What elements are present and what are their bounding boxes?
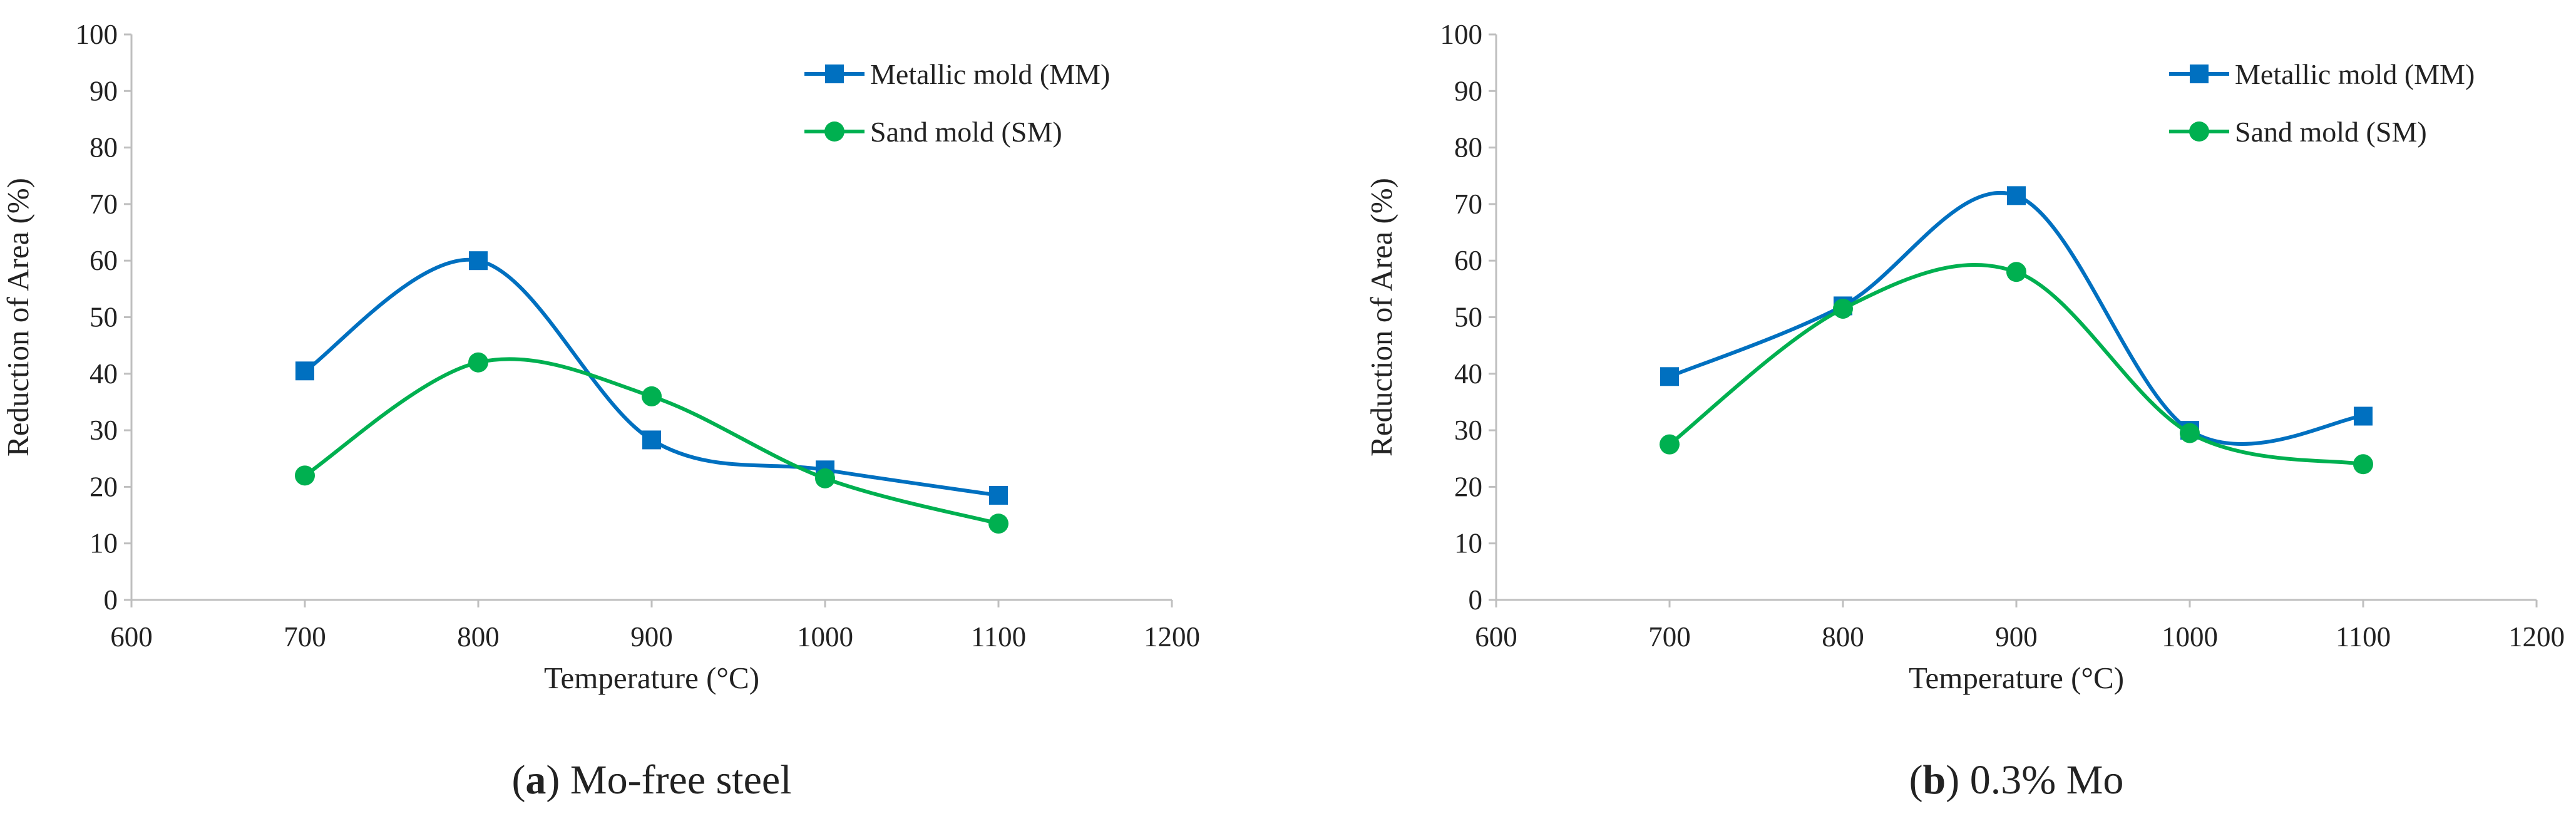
y-tick-label: 20 (90, 471, 118, 502)
x-tick-label: 900 (1995, 621, 2038, 653)
y-tick-label: 30 (1454, 415, 1482, 446)
y-tick-label: 60 (1454, 245, 1482, 276)
y-tick-label: 80 (90, 132, 118, 163)
legend-label: Metallic mold (MM) (2235, 58, 2475, 90)
series-line-sand-mold (1668, 263, 2365, 467)
x-tick-label: 600 (110, 621, 153, 653)
caption-text-part: ( (511, 757, 525, 803)
y-tick-label: 80 (1454, 132, 1482, 163)
legend-entry-metallic-mold: Metallic mold (MM) (2169, 58, 2475, 90)
x-tick-label: 1200 (2508, 621, 2565, 653)
y-tick-label: 40 (1454, 358, 1482, 390)
y-tick-label: 40 (90, 358, 118, 390)
x-tick-label: 1100 (2336, 621, 2391, 653)
caption-text-part: ( (1909, 757, 1923, 803)
y-tick-label: 100 (1440, 19, 1483, 50)
legend-label: Metallic mold (MM) (870, 58, 1110, 90)
y-axis-title: Reduction of Area (%) (1364, 178, 1398, 457)
legend-circle-marker (2189, 121, 2209, 142)
legend-entry-sand-mold: Sand mold (SM) (2169, 116, 2427, 148)
panel-caption: (a) Mo-free steel (511, 757, 791, 803)
y-tick-label: 90 (1454, 75, 1482, 106)
legend-entry-metallic-mold: Metallic mold (MM) (804, 58, 1110, 90)
legend-circle-marker (824, 121, 844, 142)
legend-square-marker (2190, 65, 2209, 83)
data-point-metallic-mold (2007, 186, 2026, 205)
data-point-metallic-mold (642, 430, 661, 450)
x-tick-label: 800 (457, 621, 500, 653)
y-tick-label: 70 (1454, 188, 1482, 220)
y-tick-label: 60 (90, 245, 118, 276)
x-tick-label: 1000 (797, 621, 853, 653)
data-point-sand-mold (2180, 423, 2200, 443)
legend-label: Sand mold (SM) (870, 116, 1062, 148)
y-tick-label: 50 (1454, 302, 1482, 333)
y-tick-label: 20 (1454, 471, 1482, 502)
caption-text-part: 0.3% Mo (1959, 757, 2123, 803)
y-tick-label: 0 (104, 584, 118, 616)
data-point-sand-mold (642, 386, 662, 406)
series-line-metallic-mold (1668, 190, 2365, 446)
data-point-sand-mold (988, 514, 1008, 534)
caption-text-part: ) (1946, 757, 1959, 803)
y-tick-label: 100 (76, 19, 118, 50)
data-point-metallic-mold (2354, 406, 2373, 426)
y-tick-label: 50 (90, 302, 118, 333)
y-tick-label: 10 (1454, 528, 1482, 559)
x-tick-label: 700 (1648, 621, 1691, 653)
x-tick-label: 1100 (971, 621, 1026, 653)
legend-square-marker (825, 65, 844, 83)
data-point-sand-mold (1833, 298, 1853, 319)
data-point-sand-mold (295, 465, 315, 486)
caption-text-part: Mo-free steel (560, 757, 791, 803)
data-point-sand-mold (2006, 262, 2026, 282)
x-tick-label: 1200 (1144, 621, 1200, 653)
data-point-sand-mold (815, 468, 835, 488)
x-axis-title: Temperature (°C) (544, 661, 759, 695)
y-tick-label: 10 (90, 528, 118, 559)
y-tick-label: 30 (90, 415, 118, 446)
caption-panel-letter: b (1923, 757, 1946, 803)
series-line-metallic-mold (303, 257, 1000, 497)
caption-panel-letter: a (525, 757, 546, 803)
y-tick-label: 90 (90, 75, 118, 106)
x-tick-label: 1000 (2162, 621, 2218, 653)
data-point-sand-mold (2353, 454, 2373, 475)
legend-entry-sand-mold: Sand mold (SM) (804, 116, 1062, 148)
x-tick-label: 600 (1475, 621, 1517, 653)
data-point-sand-mold (468, 352, 488, 373)
x-axis-title: Temperature (°C) (1909, 661, 2124, 695)
legend-label: Sand mold (SM) (2235, 116, 2427, 148)
x-tick-label: 700 (284, 621, 326, 653)
y-tick-label: 0 (1469, 584, 1483, 616)
chart-panel-a: 0 10 20 30 40 50 60 70 80 90 100 600 700 800 900 1000 11… (1, 19, 1200, 803)
panel-caption: (b) 0.3% Mo (1909, 757, 2124, 803)
data-point-metallic-mold (1660, 367, 1679, 386)
data-point-metallic-mold (295, 361, 314, 381)
data-point-metallic-mold (469, 251, 488, 271)
caption-text-part: ) (546, 757, 560, 803)
x-tick-label: 900 (630, 621, 673, 653)
data-point-sand-mold (1660, 434, 1680, 455)
data-point-metallic-mold (989, 485, 1008, 505)
x-tick-label: 800 (1822, 621, 1864, 653)
y-tick-label: 70 (90, 188, 118, 220)
chart-panel-b: 0 10 20 30 40 50 60 70 80 90 100 600 700 800 900 1000 11… (1364, 19, 2565, 803)
y-axis-title: Reduction of Area (%) (1, 178, 35, 457)
